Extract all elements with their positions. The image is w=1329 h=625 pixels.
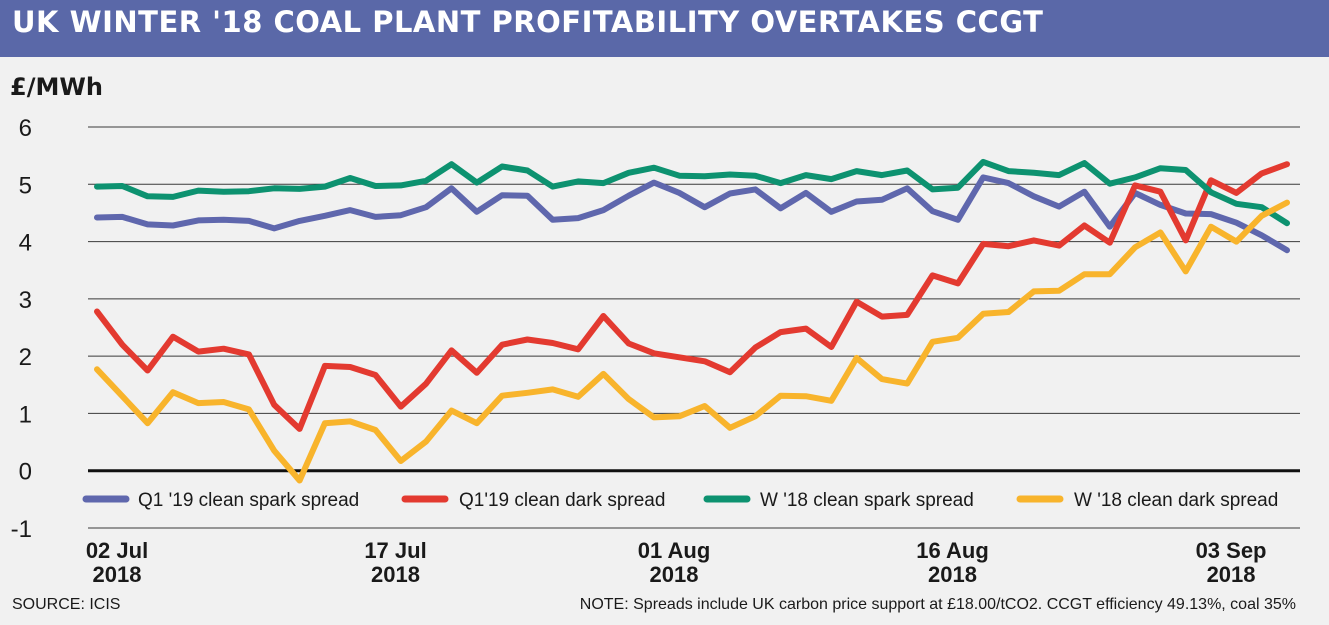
x-tick-label: 01 Aug: [638, 538, 711, 563]
legend-label: Q1'19 clean dark spread: [459, 490, 665, 511]
y-tick-label: 4: [19, 230, 32, 257]
footnote: NOTE: Spreads include UK carbon price su…: [579, 596, 1296, 613]
y-tick-label: 5: [19, 172, 32, 199]
title-bar: UK WINTER '18 COAL PLANT PROFITABILITY O…: [0, 0, 1329, 57]
x-tick-year: 2018: [93, 562, 142, 587]
y-tick-label: 2: [19, 344, 32, 371]
legend-label: W '18 clean spark spread: [760, 490, 974, 511]
y-axis-unit-label: £/MWh: [10, 73, 103, 101]
y-tick-label: 1: [19, 401, 32, 428]
y-tick-label: 3: [19, 287, 32, 314]
legend-label: W '18 clean dark spread: [1074, 490, 1278, 511]
series-line: [94, 174, 1290, 254]
legend-label: Q1 '19 clean spark spread: [138, 490, 359, 511]
x-tick-label: 03 Sep: [1196, 538, 1267, 563]
x-tick-label: 16 Aug: [916, 538, 989, 563]
chart-title: UK WINTER '18 COAL PLANT PROFITABILITY O…: [12, 5, 1044, 39]
x-tick-year: 2018: [650, 562, 699, 587]
x-tick-label: 02 Jul: [86, 538, 148, 563]
series-line: [94, 158, 1290, 227]
x-tick-year: 2018: [371, 562, 420, 587]
y-tick-label: 0: [19, 459, 32, 486]
x-tick-year: 2018: [928, 562, 977, 587]
series-line: [94, 161, 1290, 432]
source-note: SOURCE: ICIS: [12, 596, 121, 613]
x-tick-year: 2018: [1207, 562, 1256, 587]
series-line: [94, 199, 1290, 484]
y-tick-label: 6: [19, 115, 32, 142]
x-tick-label: 17 Jul: [364, 538, 426, 563]
y-tick-label: -1: [11, 516, 32, 543]
